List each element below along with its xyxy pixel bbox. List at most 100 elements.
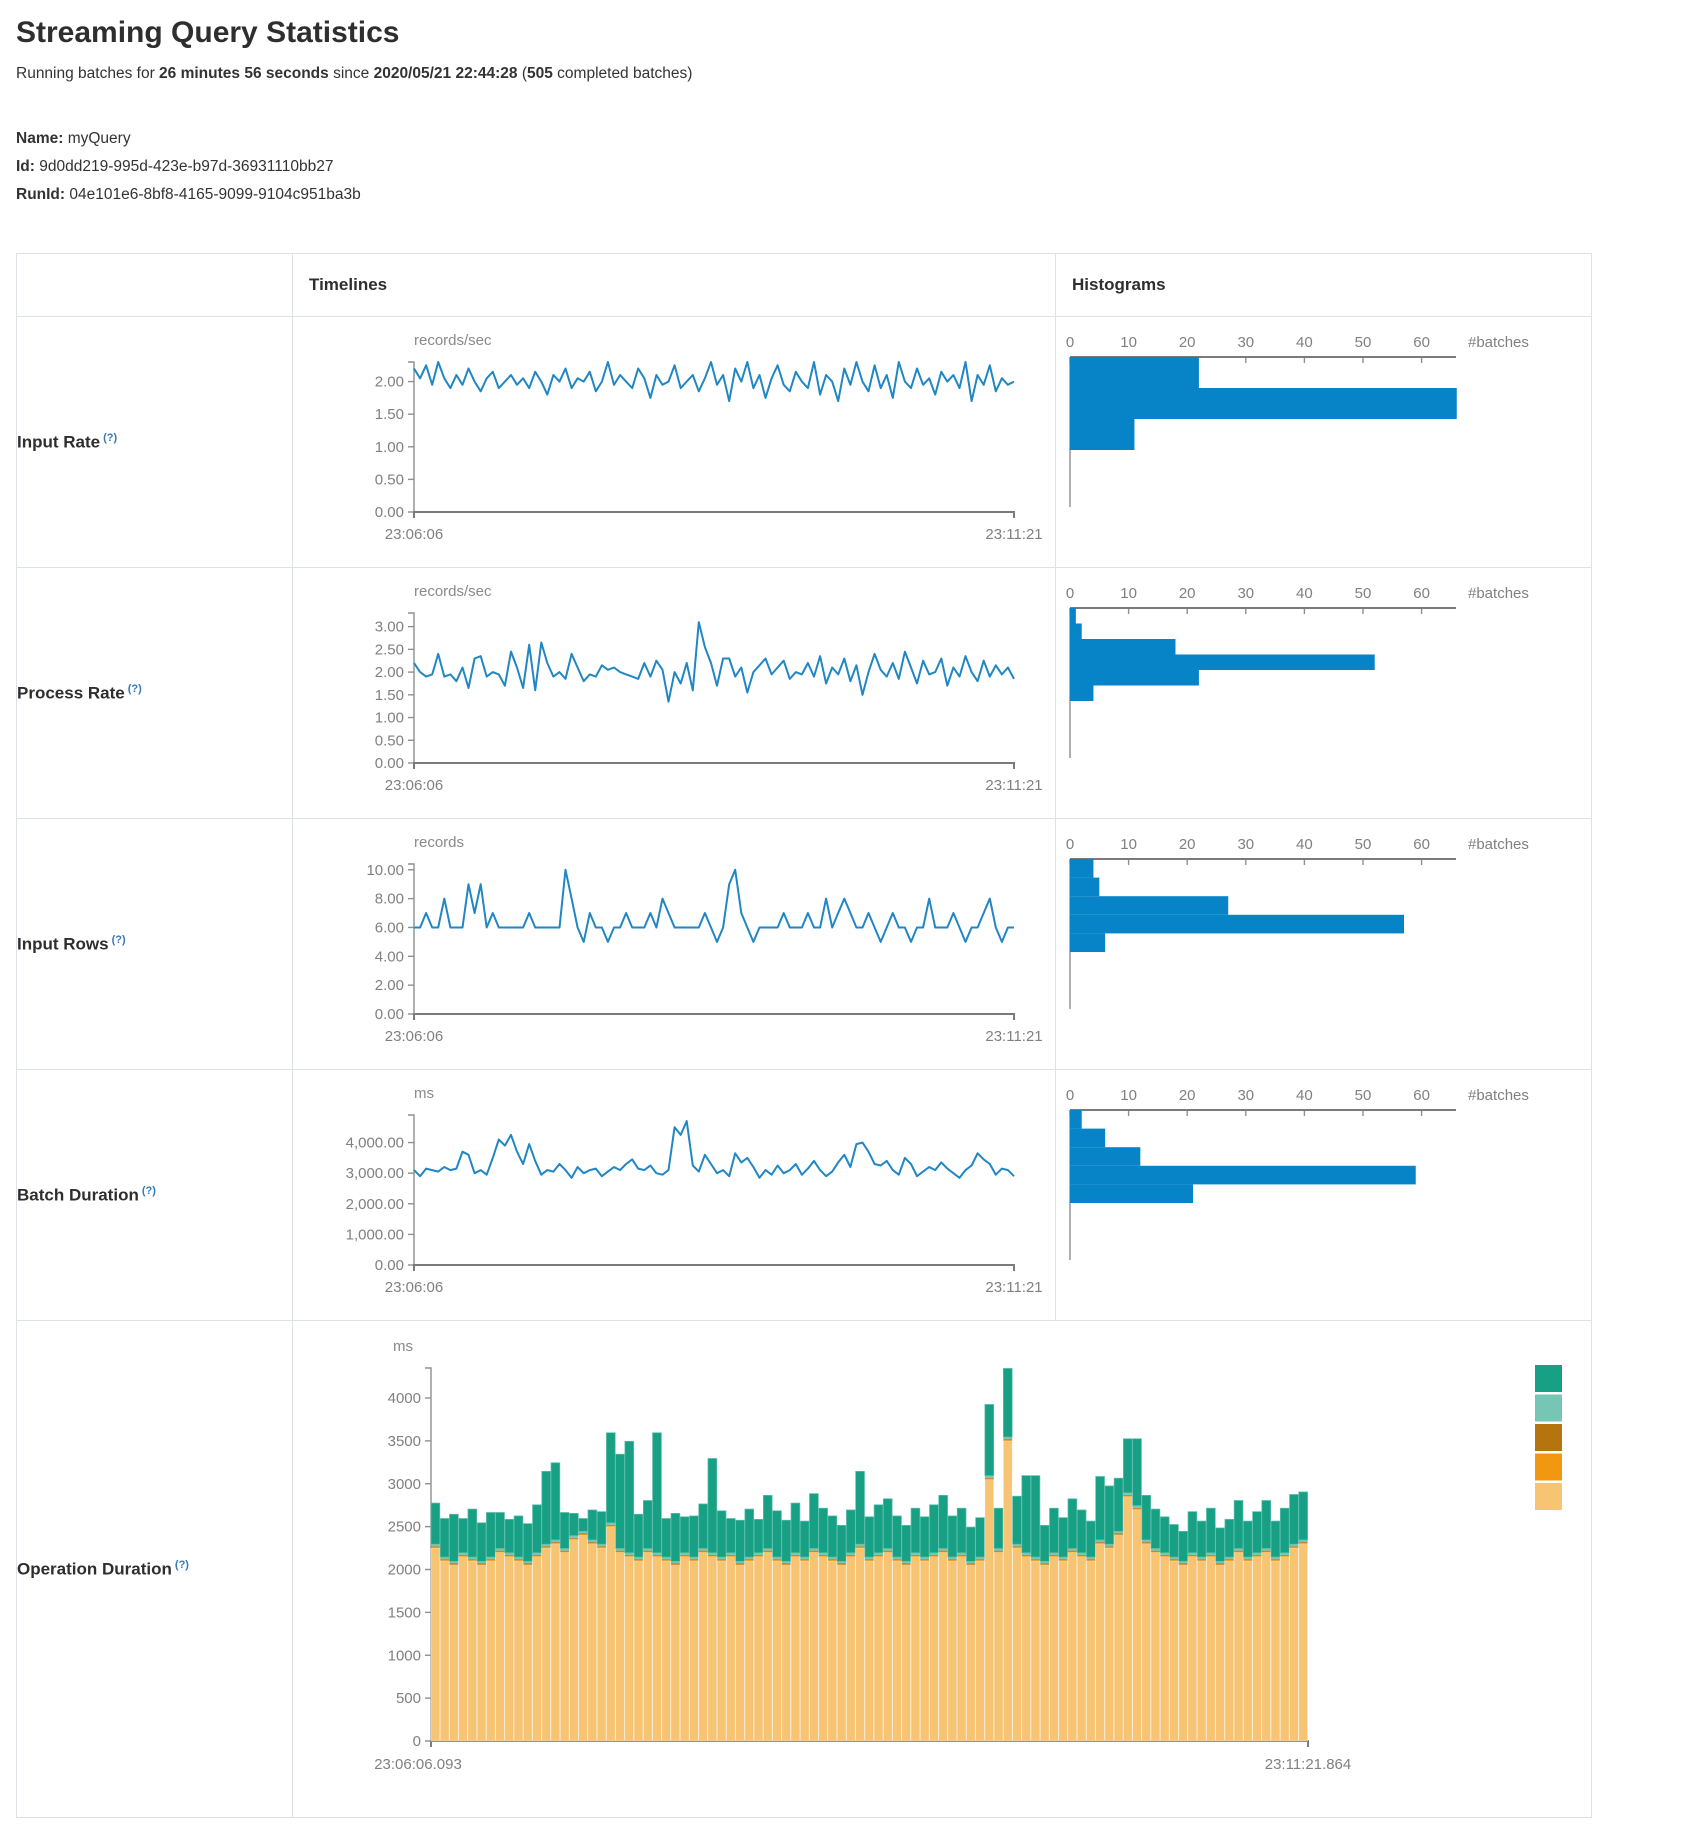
chart-text: 10 bbox=[1120, 1087, 1137, 1104]
chart-text: 1000 bbox=[388, 1647, 421, 1664]
stacked-bar-segment bbox=[1270, 1560, 1281, 1742]
stacked-bar-segment bbox=[735, 1564, 745, 1566]
stacked-bar-segment bbox=[994, 1548, 1003, 1551]
help-icon[interactable]: (?) bbox=[111, 933, 126, 946]
stacked-bar-segment bbox=[652, 1555, 662, 1557]
chart-text: 0 bbox=[413, 1733, 421, 1750]
stacked-bar-segment bbox=[559, 1552, 570, 1742]
stacked-bar-segment bbox=[993, 1552, 1004, 1742]
stacked-bar-segment bbox=[624, 1556, 635, 1742]
stacked-bar-segment bbox=[578, 1534, 588, 1742]
stacked-bar-segment bbox=[837, 1561, 847, 1564]
histograms-header: Histograms bbox=[1055, 253, 1592, 317]
summary-suffix: completed batches) bbox=[552, 65, 693, 82]
stacked-bar-segment bbox=[1058, 1560, 1068, 1561]
stacked-bar-segment bbox=[430, 1547, 441, 1742]
stacked-bar-segment bbox=[994, 1550, 1003, 1552]
stacked-bar-segment bbox=[1003, 1440, 1013, 1742]
stacked-bar-segment bbox=[1243, 1520, 1253, 1558]
stacked-bar-segment bbox=[864, 1560, 875, 1742]
stacked-bar-segment bbox=[735, 1564, 745, 1742]
timeline-line bbox=[413, 621, 1015, 703]
stacked-bar-segment bbox=[781, 1519, 791, 1562]
stacked-bar-segment bbox=[763, 1551, 773, 1553]
chart-text: 23:06:06 bbox=[385, 1279, 443, 1296]
chart-text: 40 bbox=[1296, 334, 1313, 351]
stacked-bar-segment bbox=[1021, 1554, 1031, 1556]
stacked-bar-segment bbox=[1224, 1559, 1234, 1561]
query-name-line: Name: myQuery bbox=[16, 125, 1677, 153]
stacked-bar-segment bbox=[910, 1507, 921, 1554]
stacked-bar-segment bbox=[449, 1564, 459, 1566]
stacked-bar-segment bbox=[633, 1560, 644, 1742]
timelines-header: Timelines bbox=[292, 253, 1056, 317]
stacked-bar-segment bbox=[800, 1559, 810, 1561]
stacked-bar-segment bbox=[541, 1547, 551, 1549]
stacked-bar-segment bbox=[661, 1560, 671, 1561]
stacked-bar-segment bbox=[920, 1560, 930, 1561]
stacked-bar-segment bbox=[652, 1552, 662, 1555]
stacked-bar-segment bbox=[984, 1404, 995, 1476]
stacked-bar-segment bbox=[1141, 1543, 1152, 1742]
table-row-process-rate: Process Rate (?) records/sec 3.00 2.50 2.00 1… bbox=[16, 567, 1592, 819]
stacked-bar-segment bbox=[754, 1554, 763, 1556]
stacked-bar-segment bbox=[634, 1557, 643, 1560]
stacked-bar-segment bbox=[1224, 1557, 1234, 1560]
stacked-bar-segment bbox=[938, 1548, 948, 1551]
stacked-bar-segment bbox=[874, 1552, 883, 1555]
start-time: 2020/05/21 22:44:28 bbox=[373, 65, 518, 82]
stacked-bar-segment bbox=[1021, 1552, 1031, 1555]
stacked-bar-segment bbox=[495, 1552, 505, 1742]
stacked-bar-segment bbox=[1086, 1560, 1096, 1742]
chart-text: 3.00 bbox=[375, 619, 404, 636]
stacked-bar-segment bbox=[1169, 1524, 1179, 1558]
stacked-bar-segment bbox=[449, 1561, 459, 1564]
stacked-bar-segment bbox=[1206, 1507, 1216, 1554]
histogram-bar bbox=[1070, 623, 1082, 639]
chart-text: 23:11:21 bbox=[985, 526, 1042, 543]
stacked-bar-segment bbox=[855, 1547, 865, 1742]
stacked-bar-segment bbox=[781, 1564, 791, 1566]
stacked-bar-segment bbox=[1270, 1520, 1281, 1558]
help-icon[interactable]: (?) bbox=[127, 682, 142, 695]
help-icon[interactable]: (?) bbox=[103, 431, 118, 444]
stacked-bar-segment bbox=[781, 1563, 791, 1565]
help-icon[interactable]: (?) bbox=[141, 1184, 156, 1197]
stacked-bar-segment bbox=[514, 1559, 523, 1561]
stacked-bar-segment bbox=[550, 1543, 561, 1742]
chart-text: 2.00 bbox=[375, 664, 404, 681]
histogram-bar bbox=[1070, 933, 1106, 952]
timeline-line bbox=[414, 868, 1014, 943]
stacked-bar-segment bbox=[735, 1563, 745, 1565]
stacked-bar-segment bbox=[476, 1522, 487, 1562]
stacked-bar-segment bbox=[984, 1479, 995, 1742]
stacked-bar-segment bbox=[560, 1551, 570, 1553]
stacked-bar-segment bbox=[1049, 1555, 1059, 1557]
stacked-bar-segment bbox=[1289, 1546, 1299, 1548]
stacked-bar-segment bbox=[799, 1560, 810, 1742]
stacked-bar-segment bbox=[615, 1453, 625, 1549]
stacked-bar-segment bbox=[514, 1557, 523, 1560]
stacked-bar-segment bbox=[901, 1563, 911, 1565]
stacked-bar-segment bbox=[504, 1554, 514, 1556]
stacked-bar-segment bbox=[458, 1552, 468, 1555]
help-icon[interactable]: (?) bbox=[174, 1558, 189, 1571]
stacked-bar-segment bbox=[560, 1550, 570, 1552]
stacked-bar-segment bbox=[661, 1557, 671, 1560]
stacked-bar-segment bbox=[1252, 1552, 1262, 1555]
chart-text: records/sec bbox=[414, 332, 492, 349]
stacked-bar-segment bbox=[911, 1552, 920, 1555]
chart-text: 50 bbox=[1355, 1087, 1372, 1104]
stacked-bar-segment bbox=[1169, 1560, 1179, 1561]
stacked-bar-segment bbox=[864, 1516, 875, 1558]
stacked-bar-segment bbox=[772, 1559, 782, 1561]
stacked-bar-segment bbox=[1012, 1546, 1022, 1548]
stacked-bar-segment bbox=[532, 1504, 542, 1554]
stacked-bar-segment bbox=[901, 1525, 911, 1562]
stacked-bar-segment bbox=[818, 1552, 828, 1555]
stacked-bar-segment bbox=[1196, 1560, 1207, 1742]
stacked-bar-segment bbox=[707, 1556, 718, 1742]
stacked-bar-segment bbox=[477, 1563, 486, 1565]
chart-text: 23:06:06 bbox=[385, 777, 443, 794]
stacked-bar-segment bbox=[911, 1554, 920, 1556]
